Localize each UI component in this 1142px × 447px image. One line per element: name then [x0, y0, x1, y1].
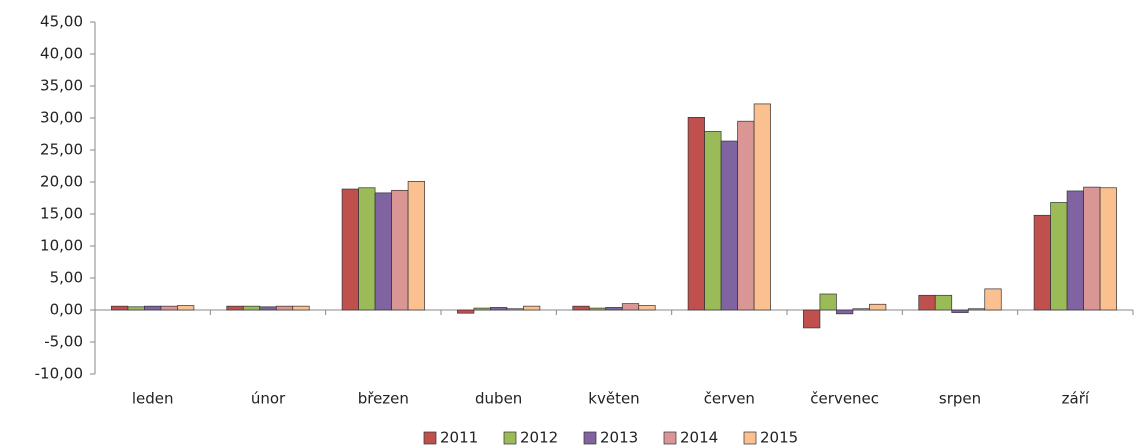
y-tick-label: 0,00 [50, 301, 83, 319]
y-tick-label: 10,00 [40, 237, 83, 255]
bar [967, 308, 986, 311]
y-tick-label: 35,00 [40, 77, 83, 95]
bar [1066, 190, 1084, 311]
bar [1033, 214, 1051, 311]
legend-label: 2015 [760, 429, 798, 447]
bar [144, 305, 162, 311]
bar [934, 294, 953, 311]
legend-swatch [663, 431, 677, 445]
bar [918, 294, 936, 311]
bar [704, 131, 722, 311]
legend-swatch [503, 431, 517, 445]
y-tick-label: -5,00 [44, 333, 83, 351]
legend-swatch [743, 431, 757, 445]
bar [836, 309, 854, 315]
bar [292, 305, 310, 311]
bar [588, 307, 607, 311]
bar [259, 306, 277, 311]
y-tick-label: 25,00 [40, 141, 83, 159]
bar [753, 103, 771, 311]
bar [869, 303, 887, 311]
legend-label: 2014 [680, 429, 718, 447]
bar [572, 305, 590, 311]
y-tick-label: 40,00 [40, 45, 83, 63]
bar [506, 308, 524, 311]
x-tick-label: červenec [810, 390, 879, 408]
x-tick-label: červen [704, 390, 755, 408]
y-tick-label: 30,00 [40, 109, 83, 127]
bar [457, 309, 475, 314]
bar [490, 307, 508, 311]
bar [160, 305, 178, 311]
bar [391, 189, 409, 311]
bar [984, 288, 1002, 311]
bar [1099, 187, 1117, 311]
bar [621, 303, 640, 311]
bar [226, 305, 244, 311]
y-tick-label: 15,00 [40, 205, 83, 223]
y-tick-label: 20,00 [40, 173, 83, 191]
bar [177, 305, 195, 311]
bar [737, 120, 755, 311]
bar [127, 306, 145, 311]
x-tick-label: květen [588, 390, 639, 408]
x-tick-label: duben [475, 390, 522, 408]
bar [819, 293, 837, 311]
legend-label: 2013 [600, 429, 638, 447]
x-tick-label: srpen [939, 390, 981, 408]
bar [1083, 186, 1101, 311]
bar [407, 181, 425, 311]
legend-swatch [423, 431, 437, 445]
bar [638, 305, 656, 311]
bar [473, 307, 491, 311]
bar [720, 140, 738, 311]
bar [951, 309, 969, 313]
x-tick-label: březen [358, 390, 409, 408]
bar [242, 305, 261, 311]
bar [374, 192, 392, 311]
legend-label: 2011 [440, 429, 478, 447]
x-tick-label: leden [132, 390, 174, 408]
bar [687, 117, 705, 311]
bar [358, 187, 376, 311]
legend-label: 2012 [520, 429, 558, 447]
bar [341, 188, 359, 311]
bar [605, 307, 623, 311]
x-tick-label: září [1062, 390, 1090, 408]
bar [852, 308, 870, 311]
y-tick-label: 45,00 [40, 13, 83, 31]
bar [523, 305, 541, 311]
y-tick-label: 5,00 [50, 269, 83, 287]
bar [803, 309, 821, 329]
bar [275, 305, 294, 311]
bar [1050, 202, 1068, 311]
y-tick-label: -10,00 [35, 365, 83, 383]
bar [111, 305, 129, 311]
legend-swatch [583, 431, 597, 445]
x-tick-label: únor [251, 390, 286, 408]
